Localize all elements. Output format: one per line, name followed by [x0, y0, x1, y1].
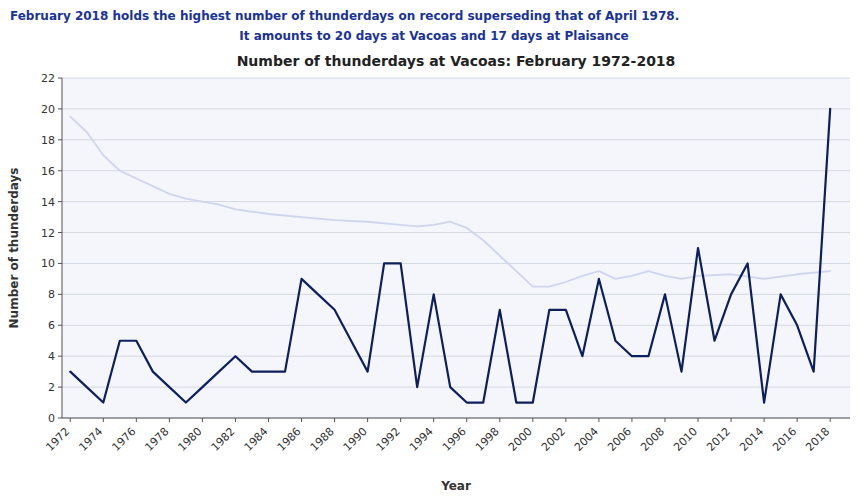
tick-mark: [58, 294, 62, 295]
tick-mark: [698, 418, 699, 422]
tick-label: 1988: [308, 425, 337, 454]
tick-mark: [235, 418, 236, 422]
tick-mark: [664, 418, 665, 422]
tick-label: 20: [41, 103, 55, 116]
grid-line: [62, 263, 850, 264]
title: Number of thunderdays at Vacoas: Februar…: [237, 53, 676, 69]
x-axis-label: Year: [440, 479, 471, 493]
tick-label: 1990: [341, 425, 370, 454]
y-axis-label: Number of thunderdays: [7, 168, 21, 329]
tick-label: 8: [48, 288, 55, 301]
tick-label: 2000: [506, 425, 535, 454]
tick-mark: [58, 325, 62, 326]
tick-label: 1992: [374, 425, 403, 454]
plot-background: [62, 78, 850, 418]
tick-mark: [268, 418, 269, 422]
y-axis: 0 2 4 6 8 10 12 14 16 18 20 22: [41, 72, 850, 425]
tick-label: 2016: [770, 425, 799, 454]
tick-label: 14: [41, 196, 55, 209]
tick-mark: [202, 418, 203, 422]
tick-mark: [764, 418, 765, 422]
decor-line: [70, 117, 417, 227]
tick-mark: [499, 418, 500, 422]
tick-mark: [58, 139, 62, 140]
tick-mark: [58, 170, 62, 171]
grid-line: [62, 170, 850, 171]
header-line: February 2018 holds the highest number o…: [10, 9, 679, 23]
tick-label: 2006: [605, 425, 634, 454]
tick-label: 10: [41, 257, 55, 270]
tick-label: 2008: [638, 425, 667, 454]
tick-mark: [58, 78, 62, 79]
grid-line: [62, 139, 850, 140]
tick-mark: [58, 356, 62, 357]
y-axis-line: [62, 78, 63, 418]
tick-label: 1996: [440, 425, 469, 454]
tick-mark: [367, 418, 368, 422]
grid-line: [62, 232, 850, 233]
data-area: [70, 109, 830, 403]
tick-mark: [598, 418, 599, 422]
tick-label: 1978: [143, 425, 172, 454]
grid-line: [62, 325, 850, 326]
tick-label: 2012: [704, 425, 733, 454]
grid-line: [62, 201, 850, 202]
tick-label: 2018: [803, 425, 832, 454]
tick-mark: [58, 108, 62, 109]
tick-mark: [830, 418, 831, 422]
tick-label: 2014: [737, 425, 766, 454]
grid-line: [62, 387, 850, 388]
tick-label: 1984: [242, 425, 271, 454]
tick-label: 1976: [109, 425, 138, 454]
tick-label: 2: [48, 381, 55, 394]
tick-mark: [58, 263, 62, 264]
grid-line: [62, 78, 850, 79]
chart: February 2018 holds the highest number o…: [0, 0, 868, 500]
tick-mark: [466, 418, 467, 422]
tick-label: 4: [48, 350, 55, 363]
tick-mark: [400, 418, 401, 422]
tick-mark: [70, 418, 71, 422]
tick-mark: [169, 418, 170, 422]
tick-mark: [334, 418, 335, 422]
grid-line: [62, 108, 850, 109]
grid-line: [62, 356, 850, 357]
x-axis-line: [62, 418, 850, 419]
tick-mark: [136, 418, 137, 422]
decor-line: [417, 222, 830, 287]
x-axis: 1972197419761978198019821984198619881990…: [43, 418, 832, 454]
tick-mark: [532, 418, 533, 422]
tick-label: 1998: [473, 425, 502, 454]
tick-mark: [565, 418, 566, 422]
tick-mark: [797, 418, 798, 422]
tick-label: 1982: [209, 425, 238, 454]
tick-label: 18: [41, 134, 55, 147]
tick-mark: [58, 387, 62, 388]
tick-label: 22: [41, 72, 55, 85]
tick-mark: [301, 418, 302, 422]
tick-label: 6: [48, 319, 55, 332]
tick-label: 1980: [176, 425, 205, 454]
tick-mark: [731, 418, 732, 422]
tick-mark: [103, 418, 104, 422]
tick-label: 1972: [43, 425, 72, 454]
grid-line: [62, 418, 850, 419]
header-line: It amounts to 20 days at Vacoas and 17 d…: [239, 29, 628, 43]
tick-label: 12: [41, 227, 55, 240]
tick-label: 2002: [539, 425, 568, 454]
tick-mark: [58, 418, 62, 419]
tick-label: 1974: [76, 425, 105, 454]
tick-mark: [631, 418, 632, 422]
tick-label: 2004: [572, 425, 601, 454]
tick-mark: [58, 232, 62, 233]
data-line: [70, 109, 830, 403]
tick-mark: [58, 201, 62, 202]
tick-label: 2010: [671, 425, 700, 454]
tick-label: 1986: [275, 425, 304, 454]
tick-label: 16: [41, 165, 55, 178]
tick-label: 0: [48, 412, 55, 425]
tick-mark: [433, 418, 434, 422]
tick-label: 1994: [407, 425, 436, 454]
